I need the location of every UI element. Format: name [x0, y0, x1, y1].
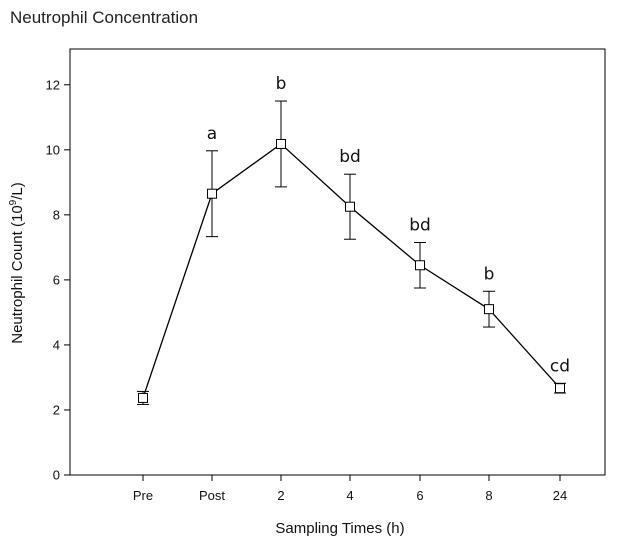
significance-label: bd [409, 215, 431, 235]
data-point [345, 201, 355, 212]
significance-label: cd [550, 356, 570, 376]
y-tick-label: 6 [53, 272, 60, 287]
data-point [555, 383, 565, 394]
significance-label: a [207, 124, 217, 144]
x-tick-label: 2 [277, 488, 284, 503]
x-tick-label: Post [199, 488, 225, 503]
y-tick-label: 12 [46, 77, 60, 92]
y-axis-label-exponent: 9 [8, 199, 19, 205]
data-point [138, 392, 148, 403]
x-tick-label: 6 [416, 488, 423, 503]
data-point [415, 260, 425, 271]
chart-title: Neutrophil Concentration [10, 8, 198, 27]
y-axis-label: Neutrophil Count (109/L) [8, 182, 26, 344]
series-line [142, 143, 561, 399]
plot-frame [69, 48, 606, 476]
y-tick-label: 8 [53, 207, 60, 222]
y-tick-label: 10 [46, 142, 60, 157]
significance-label: bd [339, 147, 361, 167]
y-axis-label-prefix: Neutrophil Count (10 [9, 205, 26, 343]
data-point [484, 304, 494, 315]
x-tick-label: Pre [133, 488, 153, 503]
x-tick-label: 4 [346, 488, 353, 503]
y-axis-label-suffix: /L) [9, 182, 26, 200]
y-tick-label: 2 [53, 402, 60, 417]
x-axis-label: Sampling Times (h) [275, 520, 404, 537]
significance-label: b [276, 74, 287, 94]
significance-label: b [484, 264, 495, 284]
data-point [207, 188, 217, 199]
x-tick-label: 8 [485, 488, 492, 503]
data-point [276, 138, 286, 149]
x-tick-label: 24 [553, 488, 567, 503]
y-tick-label: 4 [53, 337, 60, 352]
y-tick-label: 0 [53, 468, 60, 483]
